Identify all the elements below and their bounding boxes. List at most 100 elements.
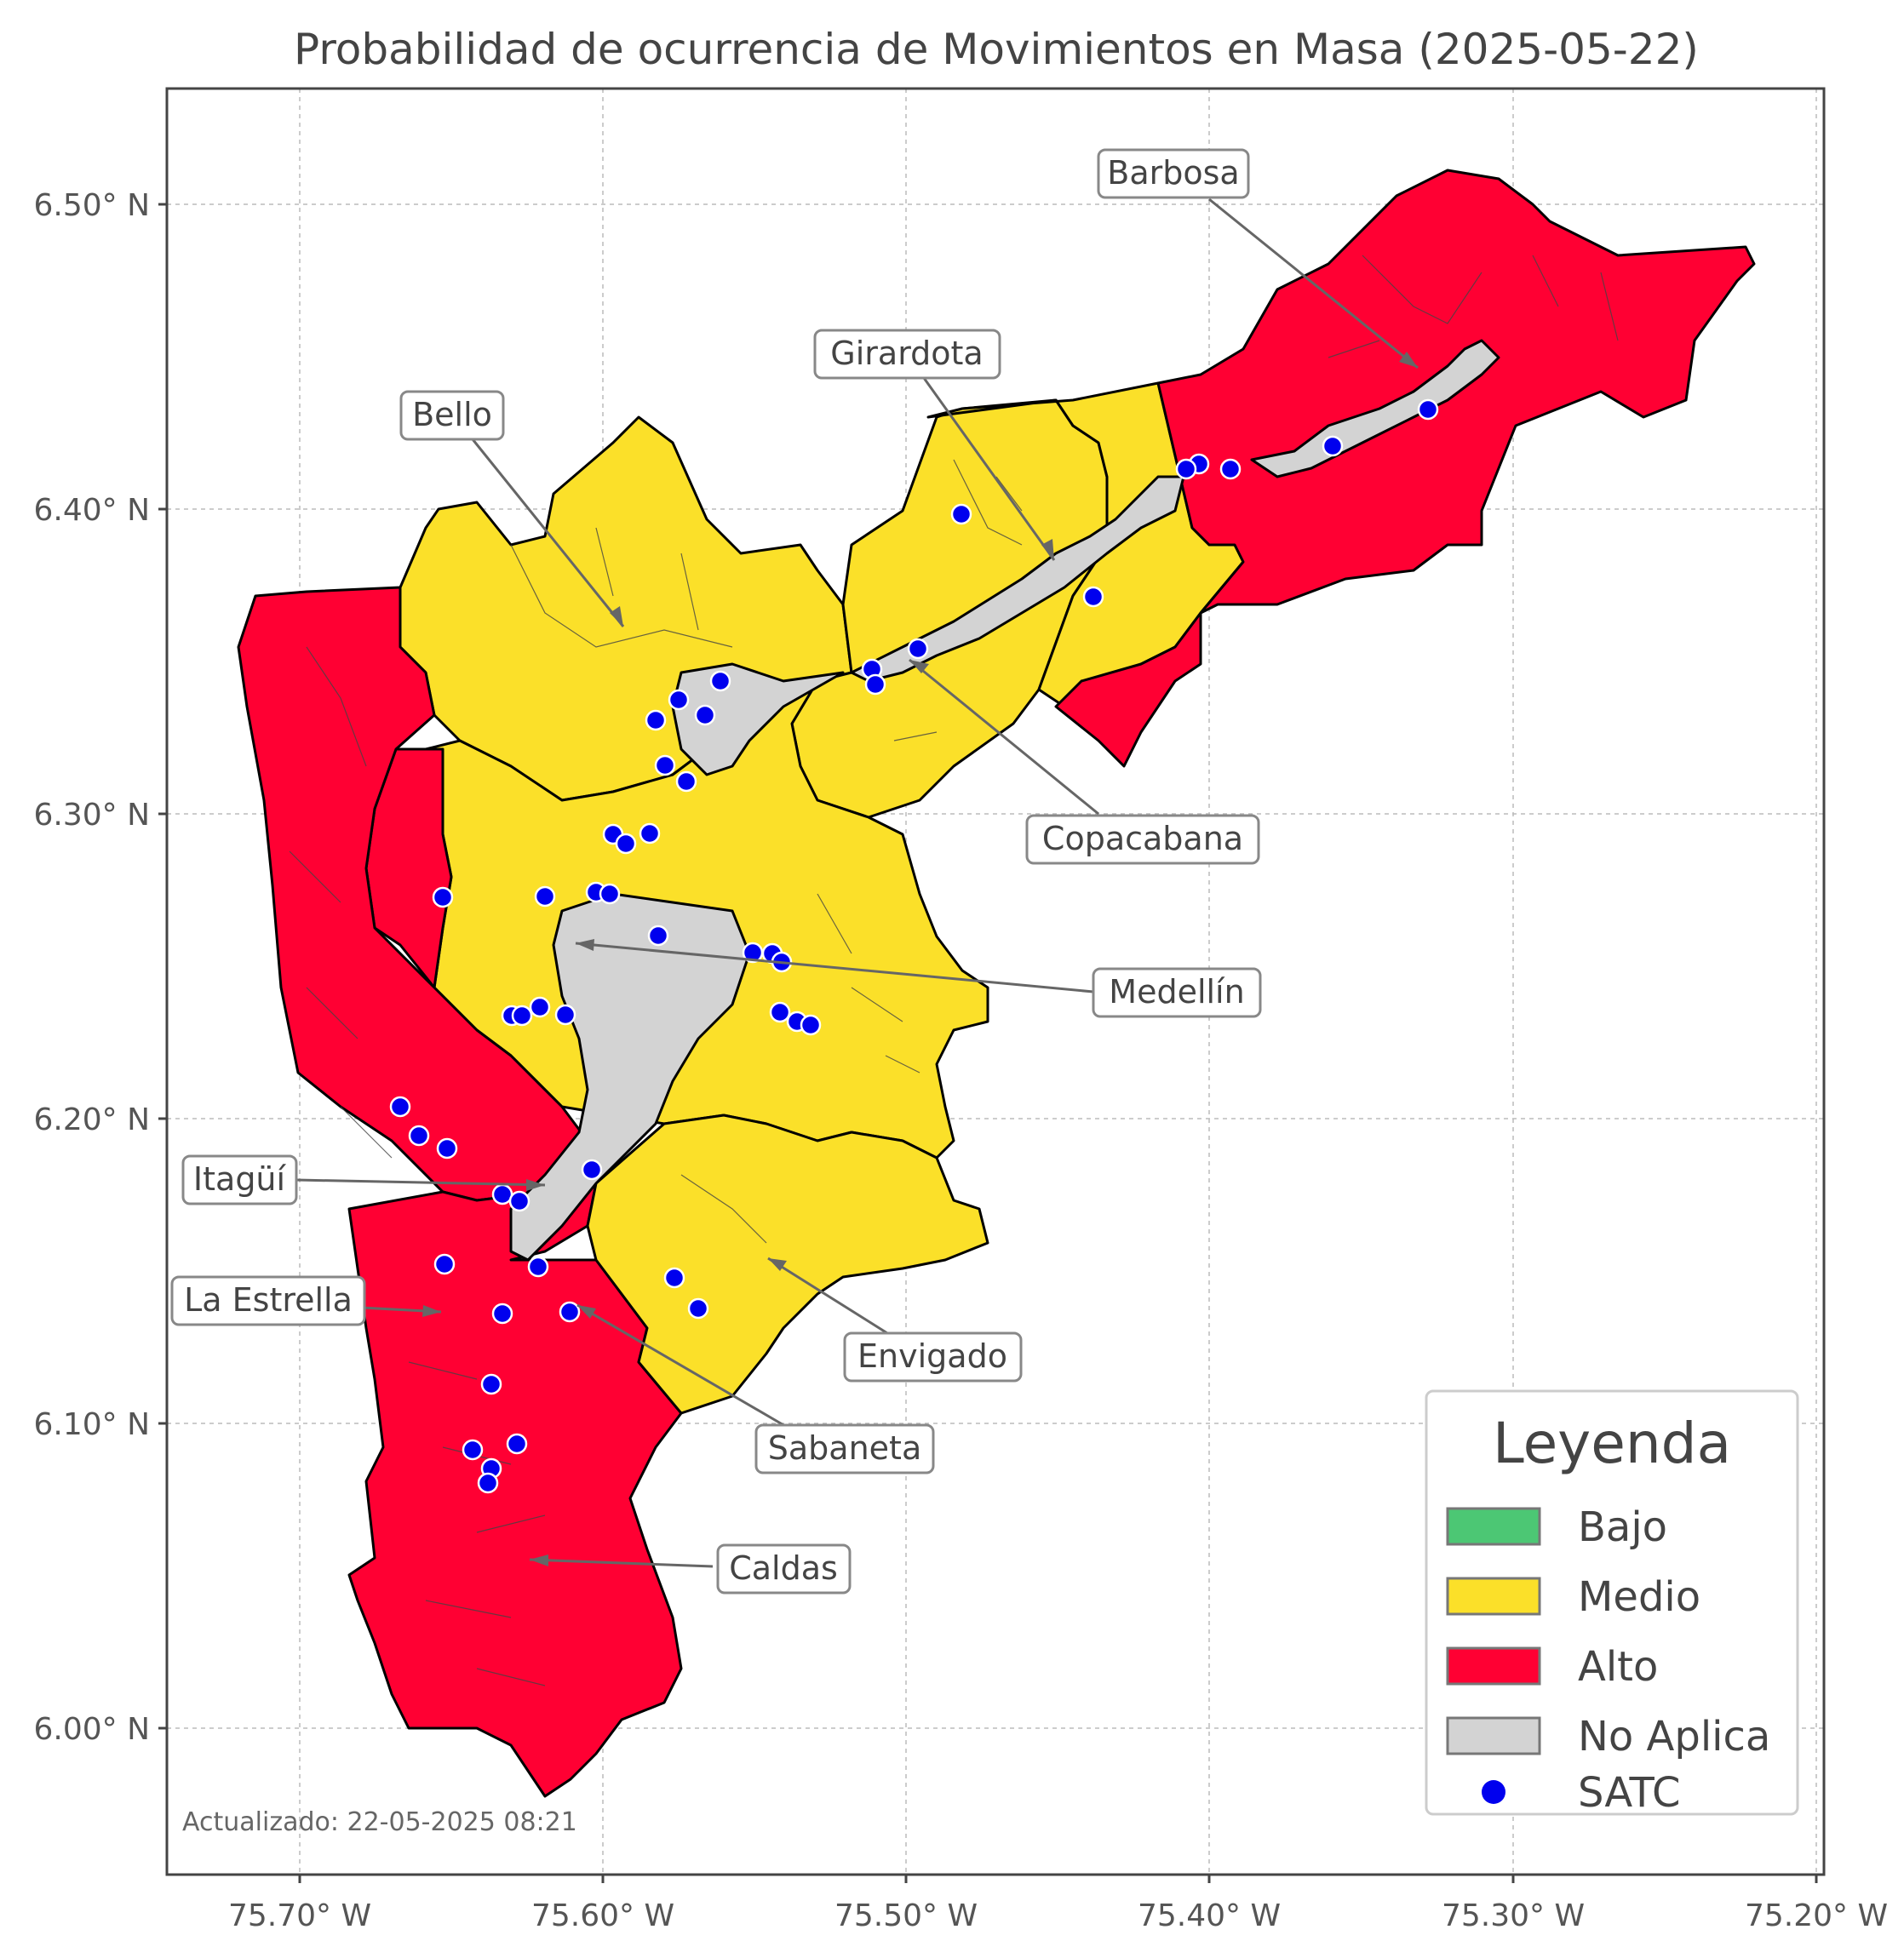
satc-point [1417, 398, 1439, 421]
arrow-heads [422, 352, 1418, 1566]
plot-frame [165, 87, 1826, 1876]
satc-point [462, 1439, 484, 1461]
region-barbosa [1054, 169, 1756, 768]
satc-point [491, 1183, 513, 1205]
label-medellin: Medellín [1092, 967, 1262, 1018]
satc-point [480, 1373, 502, 1395]
y-tick-label: 6.10° N [33, 1407, 150, 1442]
legend-swatch-medio [1446, 1577, 1541, 1616]
satc-point [527, 1256, 549, 1278]
x-tick-label: 75.20° W [1745, 1898, 1888, 1933]
satc-point [1219, 458, 1242, 480]
satc-point [559, 1301, 581, 1323]
svg-text:Copacabana: Copacabana [1042, 820, 1243, 857]
satc-point [800, 1014, 822, 1036]
satc-point [694, 704, 716, 726]
y-tick-labels: 6.50° N 6.40° N 6.30° N 6.20° N 6.10° N … [33, 188, 150, 1747]
arrow-itagui [295, 1178, 546, 1187]
map-title: Probabilidad de ocurrencia de Movimiento… [294, 25, 1699, 74]
arrow-copacabana [909, 658, 1099, 816]
region-valley-north [850, 475, 1185, 683]
satc-point [1175, 458, 1197, 480]
region-urban-core [509, 892, 751, 1262]
x-tick-labels: 75.70° W 75.60° W 75.50° W 75.40° W 75.3… [228, 1898, 1888, 1933]
legend-swatch-noaplica [1446, 1716, 1541, 1755]
label-envigado: Envigado [843, 1331, 1023, 1383]
legend-swatch-satc [1482, 1780, 1505, 1804]
legend-swatch-bajo [1446, 1507, 1541, 1546]
annotation-arrows [295, 198, 1419, 1568]
legend: Leyenda Bajo Medio Alto No Aplica SATC [1425, 1389, 1799, 1817]
municipality-labels: Barbosa Girardota Bello Copacabana Medel… [170, 148, 1262, 1595]
svg-text:Medellín: Medellín [1109, 973, 1244, 1011]
y-tick-label: 6.40° N [33, 493, 150, 528]
satc-point [432, 886, 454, 908]
x-tick-label: 75.70° W [228, 1898, 371, 1933]
satc-point [709, 670, 731, 692]
satc-point [663, 1267, 685, 1289]
satc-point [950, 503, 972, 525]
satc-point [511, 1005, 533, 1027]
satc-point [508, 1190, 530, 1212]
satc-point [529, 996, 551, 1018]
region-caldas [347, 1182, 683, 1798]
satc-point [1322, 435, 1344, 457]
label-itagui: Itagüí [181, 1154, 298, 1205]
svg-text:La Estrella: La Estrella [184, 1281, 353, 1319]
satc-point [1082, 586, 1104, 608]
region-envigado [586, 1114, 989, 1415]
satc-point [491, 1303, 513, 1325]
satc-point [639, 822, 661, 845]
x-tick-label: 75.30° W [1442, 1898, 1585, 1933]
satc-point [769, 1001, 791, 1023]
satc-point [408, 1125, 430, 1147]
label-caldas: Caldas [716, 1543, 852, 1595]
satc-point [675, 770, 697, 793]
x-tick-label: 75.50° W [834, 1898, 978, 1933]
legend-label-alto: Alto [1578, 1643, 1658, 1691]
arrow-bello [471, 438, 625, 627]
satc-point [581, 1159, 603, 1181]
arrow-girardota [922, 377, 1056, 561]
label-copacabana: Copacabana [1025, 814, 1260, 865]
satc-point [477, 1472, 499, 1494]
arrow-sabaneta [576, 1303, 786, 1428]
legend-label-satc: SATC [1578, 1769, 1681, 1817]
arrow-barbosa [1208, 198, 1419, 369]
satc-point [654, 754, 676, 776]
label-laestrella: La Estrella [170, 1275, 366, 1326]
region-west-red [237, 586, 598, 1202]
satc-point [554, 1004, 576, 1026]
x-tick-label: 75.60° W [531, 1898, 674, 1933]
legend-label-noaplica: No Aplica [1578, 1713, 1770, 1761]
label-bello: Bello [399, 390, 505, 441]
y-tick-label: 6.50° N [33, 188, 150, 223]
svg-text:Envigado: Envigado [857, 1337, 1007, 1375]
arrow-envigado [767, 1257, 888, 1335]
svg-text:Sabaneta: Sabaneta [768, 1429, 921, 1467]
svg-text:Itagüí: Itagüí [193, 1160, 287, 1198]
satc-point [668, 689, 690, 711]
satc-point [687, 1297, 709, 1320]
region-valley-barbosa [1250, 339, 1500, 478]
label-girardota: Girardota [813, 329, 1001, 380]
svg-text:Caldas: Caldas [729, 1549, 838, 1587]
y-tick-label: 6.20° N [33, 1102, 150, 1137]
satc-point [389, 1096, 411, 1118]
satc-point [864, 673, 886, 696]
svg-text:Barbosa: Barbosa [1107, 154, 1239, 192]
updated-timestamp: Actualizado: 22-05-2025 08:21 [182, 1807, 577, 1837]
y-tick-label: 6.30° N [33, 798, 150, 833]
satc-point [534, 885, 556, 908]
satc-point [647, 925, 669, 947]
arrow-caldas [529, 1558, 714, 1568]
svg-text:Girardota: Girardota [830, 335, 983, 372]
legend-box [1425, 1389, 1799, 1816]
x-tick-label: 75.40° W [1138, 1898, 1281, 1933]
tick-marks [158, 203, 1818, 1883]
legend-swatch-alto [1446, 1646, 1541, 1686]
satc-point [436, 1137, 458, 1159]
satc-point [599, 883, 621, 905]
arrow-medellin [575, 942, 1094, 993]
satc-point [645, 709, 667, 731]
